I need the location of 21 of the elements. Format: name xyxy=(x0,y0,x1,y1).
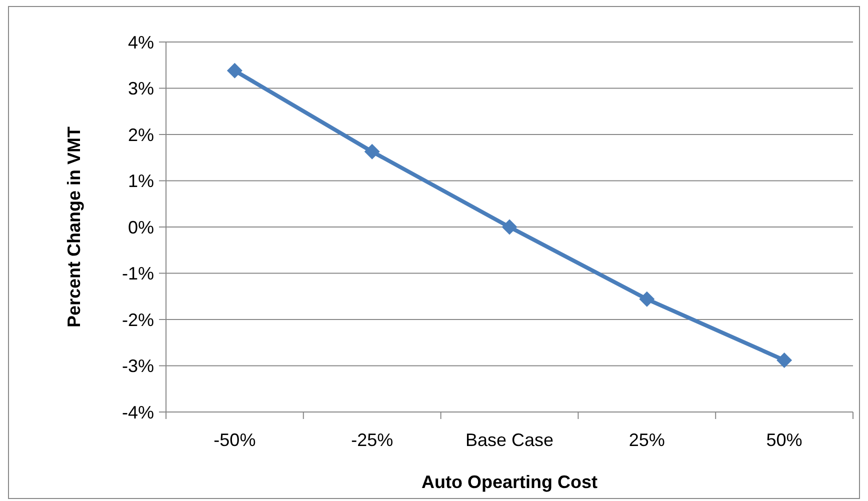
x-tick-label: Base Case xyxy=(465,430,554,450)
point xyxy=(226,62,242,78)
point xyxy=(776,352,792,368)
point xyxy=(639,291,655,307)
point xyxy=(364,144,380,160)
x-tick-label: 50% xyxy=(766,430,802,450)
y-tick-label: 1% xyxy=(128,171,154,192)
x-tick-label: 25% xyxy=(628,430,665,450)
y-axis-title: Percent Change in VMT xyxy=(64,126,84,328)
x-tick-label: -50% xyxy=(214,430,256,450)
y-tick-label: 0% xyxy=(128,217,154,238)
y-tick-label: -3% xyxy=(122,356,154,376)
y-tick-label: 4% xyxy=(128,32,154,52)
point xyxy=(502,219,518,235)
x-axis-title: Auto Opearting Cost xyxy=(422,472,598,492)
x-tick-label: -25% xyxy=(351,430,394,450)
y-tick-label: -1% xyxy=(122,264,154,284)
y-tick-label: -2% xyxy=(122,310,154,330)
y-tick-label: 2% xyxy=(128,124,154,145)
y-tick-label: 3% xyxy=(128,78,154,99)
y-tick-label: -4% xyxy=(122,402,154,422)
